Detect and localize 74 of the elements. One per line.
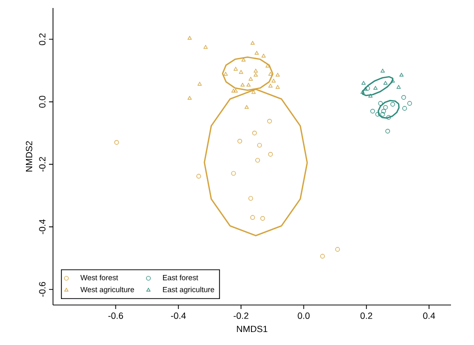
point <box>246 82 251 87</box>
point <box>231 171 236 176</box>
y-tick-label: -0.6 <box>39 282 46 297</box>
point <box>375 112 380 117</box>
point <box>255 158 260 163</box>
point <box>383 105 388 110</box>
point <box>204 45 208 49</box>
point <box>250 41 255 45</box>
point <box>198 82 202 86</box>
point <box>396 85 401 89</box>
point <box>360 90 365 94</box>
point <box>276 85 280 89</box>
y-axis-title: NMDS2 <box>26 141 32 172</box>
point <box>188 96 192 100</box>
point <box>254 72 258 77</box>
point <box>320 254 325 259</box>
point <box>260 216 265 221</box>
x-tick-label: 0.2 <box>360 312 372 319</box>
point <box>242 58 246 62</box>
point <box>196 174 202 178</box>
point <box>370 108 375 114</box>
point <box>402 106 407 111</box>
point <box>401 95 406 100</box>
y-tick-label: 0.2 <box>39 33 46 46</box>
point <box>335 247 340 252</box>
point <box>224 72 228 76</box>
point <box>237 138 242 144</box>
point <box>407 101 412 106</box>
x-tick-label: -0.2 <box>234 312 248 319</box>
point <box>399 72 404 77</box>
point <box>252 90 256 94</box>
point <box>262 54 266 58</box>
x-axis-title: NMDS1 <box>236 326 268 332</box>
y-tick-label: -0.2 <box>39 157 46 172</box>
y-tick-label: -0.4 <box>39 219 46 234</box>
y-tick-label: 0.0 <box>39 96 46 108</box>
line-series <box>378 100 400 119</box>
point <box>252 130 257 136</box>
point <box>240 82 245 87</box>
point <box>254 51 259 55</box>
point <box>380 68 385 72</box>
x-tick-label: 0.4 <box>423 312 436 319</box>
point <box>368 94 372 98</box>
point <box>365 86 370 91</box>
point <box>390 102 396 107</box>
point <box>231 88 236 92</box>
point <box>363 86 368 91</box>
point <box>267 118 272 124</box>
point <box>386 115 391 120</box>
point <box>381 108 386 114</box>
point <box>385 128 390 134</box>
point <box>383 81 388 85</box>
x-tick-label: -0.4 <box>171 312 186 319</box>
point <box>248 196 254 201</box>
point <box>276 72 280 77</box>
point <box>114 140 119 145</box>
point <box>234 88 238 92</box>
point <box>272 78 276 82</box>
x-tick-label: -0.6 <box>108 312 124 319</box>
point <box>188 36 192 40</box>
point <box>380 112 385 117</box>
point <box>257 142 262 148</box>
point <box>250 215 255 220</box>
x-tick-label: 0.0 <box>298 312 310 319</box>
point <box>248 76 253 81</box>
point <box>362 81 366 85</box>
point <box>239 70 244 74</box>
point <box>373 86 378 90</box>
point <box>378 101 383 106</box>
point <box>268 84 273 88</box>
point <box>268 152 273 157</box>
point <box>254 68 258 72</box>
point <box>244 105 249 109</box>
point <box>234 66 238 71</box>
